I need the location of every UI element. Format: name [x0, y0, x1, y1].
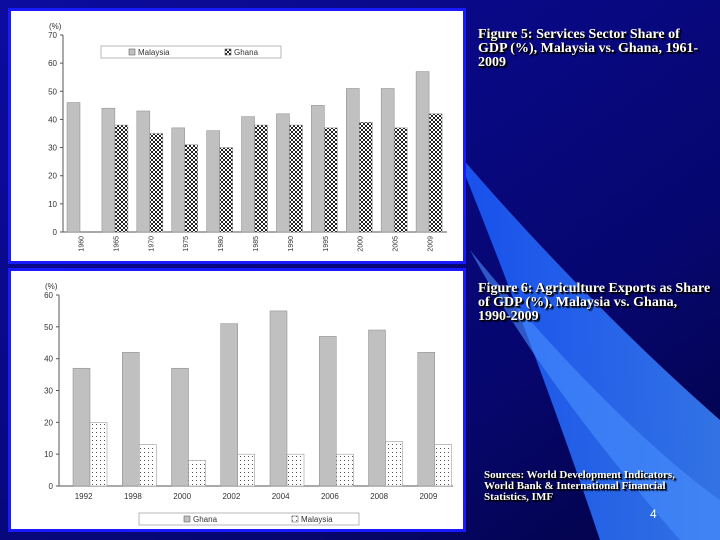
figure5-chart-frame: 0 10 20 30 40 50 60 70 (%) 1960 1965 1970 1975 1980 19… [8, 8, 466, 264]
x-tick-label: 1975 [183, 236, 190, 252]
y-tick-label: 0 [49, 482, 54, 491]
bar-ghana-2005 [393, 127, 408, 233]
y-tick-label: 70 [48, 31, 57, 40]
bar-ghana-1980 [219, 147, 233, 233]
x-tick-label: 2006 [321, 492, 339, 501]
figure6-chart-frame: 0 10 20 30 40 50 60 (%) 1992 1998 2000 2002 2004 2006… [8, 268, 466, 532]
x-tick-label: 2005 [393, 236, 400, 252]
bar-ghana-2000 [359, 121, 373, 233]
figure5-caption: Figure 5: Services Sector Share of GDP (… [478, 27, 699, 70]
bar-malaysia-1965 [101, 107, 116, 233]
x-tick-label: 1998 [124, 492, 142, 501]
y-tick-label: 20 [48, 172, 57, 181]
bar-malaysia-2000 [188, 460, 206, 487]
bar-malaysia-2000 [346, 88, 360, 233]
bar-ghana-1995 [324, 127, 338, 233]
sources-note: Sources: World Development Indicators, W… [484, 469, 675, 503]
legend-label-malaysia: Malaysia [138, 48, 170, 57]
y-tick-label: 50 [44, 323, 53, 332]
bar-malaysia-2002 [237, 453, 255, 487]
bar-malaysia-1998 [139, 444, 157, 487]
bar-malaysia-2005 [380, 88, 395, 233]
bar-ghana-1985 [254, 124, 268, 233]
bar-malaysia-2008 [385, 441, 403, 487]
x-tick-label: 2008 [370, 492, 388, 501]
bar-ghana-1970 [149, 133, 164, 233]
legend-swatch [128, 48, 136, 56]
bar-malaysia-1975 [171, 127, 185, 233]
y-tick-label: 50 [48, 87, 57, 96]
x-tick-label: 2000 [173, 492, 191, 501]
x-tick-label: 2004 [272, 492, 290, 501]
y-tick-label: 60 [44, 291, 53, 300]
x-tick-label: 1970 [148, 236, 155, 252]
bar-malaysia-1992 [89, 422, 108, 487]
bar-malaysia-2006 [336, 453, 354, 487]
legend-label-malaysia: Malaysia [301, 515, 333, 524]
legend-box [138, 512, 360, 526]
bar-malaysia-1960 [66, 102, 81, 233]
bar-ghana-2004 [269, 310, 288, 487]
bar-ghana-1990 [289, 124, 303, 233]
y-tick-label: 30 [48, 144, 57, 153]
y-tick-label: 0 [53, 228, 58, 237]
x-tick-label: 2000 [358, 236, 365, 252]
legend-swatch [224, 48, 232, 56]
y-tick-label: 40 [48, 115, 57, 124]
x-tick-label: 2009 [419, 492, 437, 501]
bar-ghana-1975 [184, 144, 198, 233]
x-tick-label: 1990 [288, 236, 295, 252]
y-tick-label: 40 [44, 355, 53, 364]
decorative-swoosh [455, 150, 720, 540]
y-tick-label: 10 [44, 450, 53, 459]
x-tick-label: 1960 [78, 236, 85, 252]
page-number: 4 [650, 507, 657, 521]
x-tick-label: 2002 [222, 492, 240, 501]
bar-malaysia-1985 [241, 116, 255, 233]
bar-ghana-2009 [417, 352, 435, 487]
bar-ghana-2000 [171, 367, 189, 487]
bar-malaysia-1995 [311, 105, 325, 233]
y-tick-label: 60 [48, 59, 57, 68]
bar-malaysia-2004 [286, 453, 305, 487]
bar-malaysia-1990 [276, 113, 290, 233]
figure6-bar-chart: 0 10 20 30 40 50 60(%) 1992 1998 2000 2002 2004 2006… [44, 282, 453, 526]
legend-label-ghana: Ghana [234, 48, 259, 57]
y-tick-label: 20 [44, 418, 53, 427]
bar-malaysia-2009 [434, 444, 452, 487]
bar-ghana-2008 [368, 329, 386, 487]
x-tick-label: 1995 [323, 236, 330, 252]
bar-ghana-1998 [122, 352, 140, 487]
legend-box [100, 45, 282, 59]
bar-malaysia-1980 [206, 130, 220, 233]
legend-swatch [183, 515, 191, 523]
bar-ghana-2009 [428, 113, 443, 233]
x-tick-label: 1985 [253, 236, 260, 252]
bar-ghana-1965 [114, 124, 129, 233]
bar-malaysia-2009 [415, 71, 430, 233]
y-axis-label: (%) [49, 22, 62, 31]
bar-ghana-2002 [220, 323, 238, 487]
x-tick-label: 2009 [428, 236, 435, 252]
figure6-caption: Figure 6: Agriculture Exports as Share o… [478, 281, 711, 324]
x-tick-label: 1965 [113, 236, 120, 252]
y-tick-label: 10 [48, 200, 57, 209]
y-tick-label: 30 [44, 387, 53, 396]
x-tick-label: 1980 [218, 236, 225, 252]
legend-label-ghana: Ghana [193, 515, 218, 524]
figure5-bar-chart: 0 10 20 30 40 50 60 70(%) 1960 1965 1970 1975 1980 19… [48, 22, 447, 252]
bar-malaysia-1970 [136, 110, 151, 233]
legend-swatch [291, 515, 299, 523]
x-tick-label: 1992 [75, 492, 93, 501]
y-axis-label: (%) [45, 282, 58, 291]
bar-ghana-1992 [72, 367, 91, 487]
bar-ghana-2006 [319, 336, 337, 487]
